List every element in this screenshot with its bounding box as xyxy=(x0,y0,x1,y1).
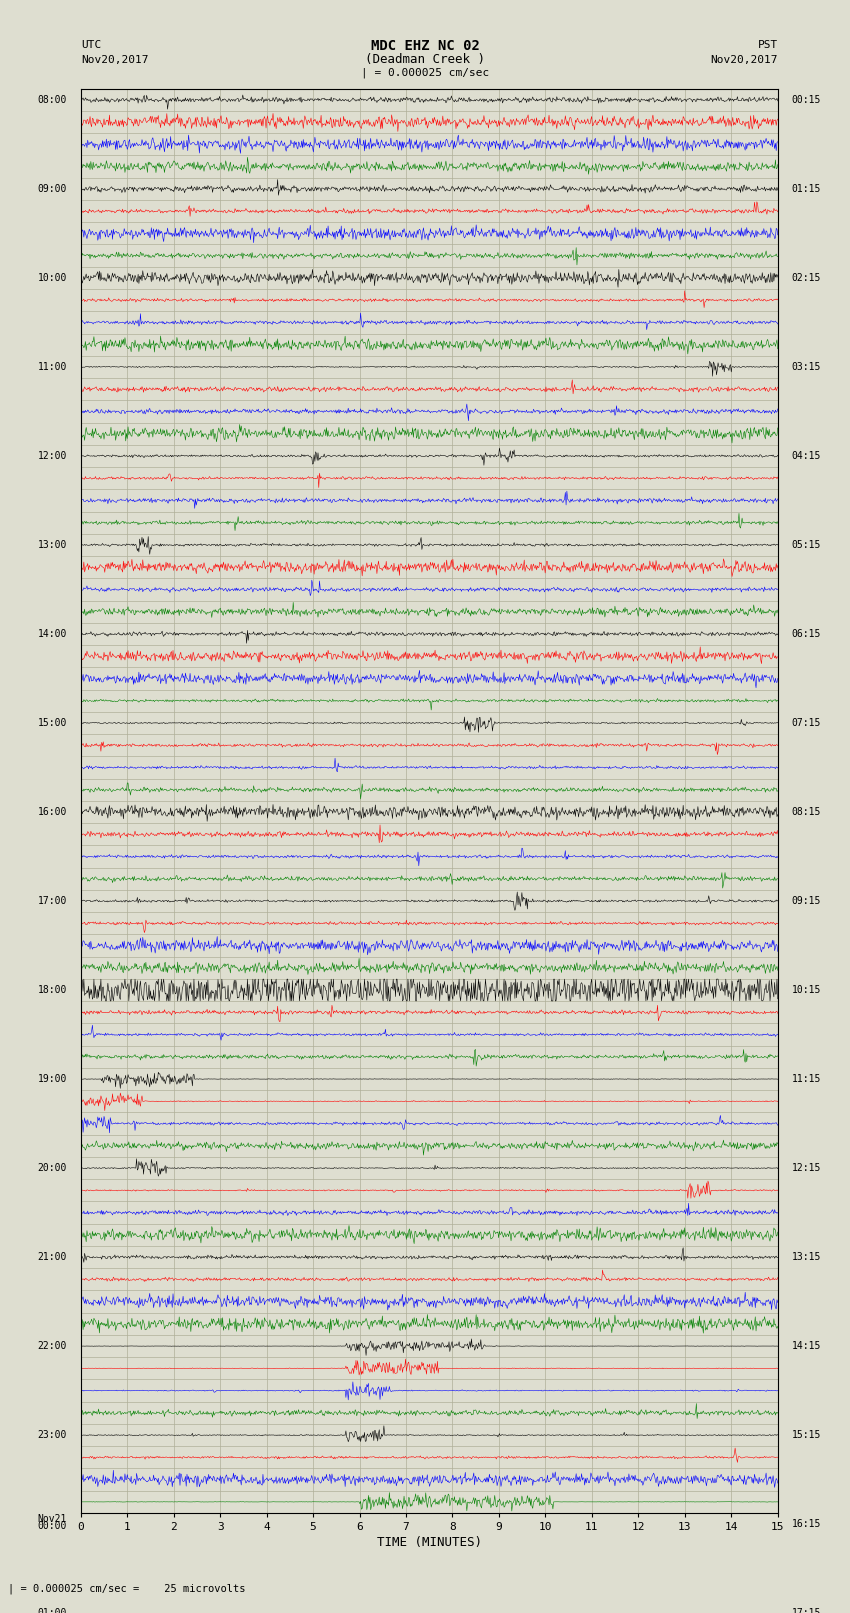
Text: 07:15: 07:15 xyxy=(791,718,821,727)
Text: 17:00: 17:00 xyxy=(37,895,67,907)
Text: 02:15: 02:15 xyxy=(791,273,821,282)
Text: | = 0.000025 cm/sec: | = 0.000025 cm/sec xyxy=(361,68,489,79)
Text: 11:15: 11:15 xyxy=(791,1074,821,1084)
Text: 08:15: 08:15 xyxy=(791,806,821,816)
Text: Nov20,2017: Nov20,2017 xyxy=(81,55,148,65)
Text: 03:15: 03:15 xyxy=(791,361,821,373)
Text: 12:15: 12:15 xyxy=(791,1163,821,1173)
Text: 14:00: 14:00 xyxy=(37,629,67,639)
Text: 20:00: 20:00 xyxy=(37,1163,67,1173)
Text: 15:15: 15:15 xyxy=(791,1431,821,1440)
Text: (Deadman Creek ): (Deadman Creek ) xyxy=(365,53,485,66)
Text: 05:15: 05:15 xyxy=(791,540,821,550)
Text: 10:15: 10:15 xyxy=(791,986,821,995)
Text: 06:15: 06:15 xyxy=(791,629,821,639)
Text: UTC: UTC xyxy=(81,40,101,50)
Text: 13:00: 13:00 xyxy=(37,540,67,550)
Text: 15:00: 15:00 xyxy=(37,718,67,727)
Text: 08:00: 08:00 xyxy=(37,95,67,105)
Text: MDC EHZ NC 02: MDC EHZ NC 02 xyxy=(371,39,479,53)
Text: 09:00: 09:00 xyxy=(37,184,67,194)
Text: 16:15: 16:15 xyxy=(791,1519,821,1529)
Text: 21:00: 21:00 xyxy=(37,1252,67,1261)
Text: 18:00: 18:00 xyxy=(37,986,67,995)
Text: 23:00: 23:00 xyxy=(37,1431,67,1440)
Text: | = 0.000025 cm/sec =    25 microvolts: | = 0.000025 cm/sec = 25 microvolts xyxy=(8,1582,246,1594)
Text: 09:15: 09:15 xyxy=(791,895,821,907)
Text: 01:15: 01:15 xyxy=(791,184,821,194)
X-axis label: TIME (MINUTES): TIME (MINUTES) xyxy=(377,1536,482,1548)
Text: PST: PST xyxy=(757,40,778,50)
Text: Nov20,2017: Nov20,2017 xyxy=(711,55,778,65)
Text: 14:15: 14:15 xyxy=(791,1340,821,1352)
Text: 16:00: 16:00 xyxy=(37,806,67,816)
Text: 12:00: 12:00 xyxy=(37,452,67,461)
Text: 10:00: 10:00 xyxy=(37,273,67,282)
Text: 11:00: 11:00 xyxy=(37,361,67,373)
Text: 13:15: 13:15 xyxy=(791,1252,821,1261)
Text: 04:15: 04:15 xyxy=(791,452,821,461)
Text: 17:15: 17:15 xyxy=(791,1608,821,1613)
Text: Nov21: Nov21 xyxy=(37,1513,67,1524)
Text: 19:00: 19:00 xyxy=(37,1074,67,1084)
Text: 22:00: 22:00 xyxy=(37,1340,67,1352)
Text: 00:00: 00:00 xyxy=(37,1521,67,1531)
Text: 01:00: 01:00 xyxy=(37,1608,67,1613)
Text: 00:15: 00:15 xyxy=(791,95,821,105)
